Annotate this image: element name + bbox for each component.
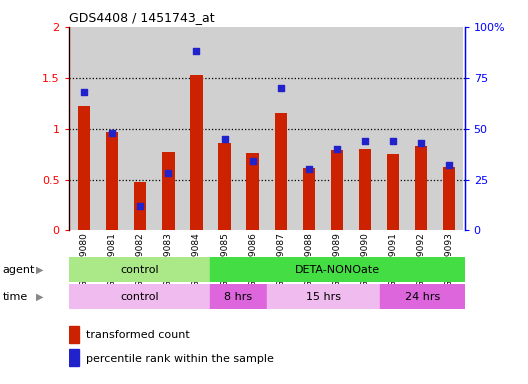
- Bar: [69, 326, 79, 343]
- Bar: [69, 349, 79, 366]
- Point: [192, 48, 201, 55]
- Point: [220, 136, 229, 142]
- Bar: [351, 27, 379, 230]
- Bar: [210, 284, 267, 309]
- Bar: [154, 27, 182, 230]
- Bar: [98, 27, 126, 230]
- Point: [277, 85, 285, 91]
- Bar: [134, 182, 146, 230]
- Point: [108, 130, 116, 136]
- Bar: [78, 106, 90, 230]
- Text: 8 hrs: 8 hrs: [224, 291, 252, 302]
- Bar: [267, 27, 295, 230]
- Bar: [247, 153, 259, 230]
- Bar: [407, 27, 435, 230]
- Point: [445, 162, 454, 168]
- Point: [164, 170, 173, 177]
- Bar: [443, 167, 455, 230]
- Bar: [239, 27, 267, 230]
- Bar: [70, 27, 98, 230]
- Bar: [219, 143, 231, 230]
- Text: ▶: ▶: [36, 265, 43, 275]
- Bar: [69, 257, 210, 282]
- Bar: [303, 168, 315, 230]
- Bar: [182, 27, 211, 230]
- Point: [248, 158, 257, 164]
- Point: [361, 138, 369, 144]
- Point: [305, 166, 313, 172]
- Bar: [126, 27, 154, 230]
- Text: percentile rank within the sample: percentile rank within the sample: [87, 354, 275, 364]
- Bar: [275, 113, 287, 230]
- Text: 24 hrs: 24 hrs: [404, 291, 440, 302]
- Point: [417, 140, 426, 146]
- Bar: [379, 27, 407, 230]
- Text: agent: agent: [3, 265, 35, 275]
- Bar: [106, 132, 118, 230]
- Text: 15 hrs: 15 hrs: [306, 291, 341, 302]
- Point: [333, 146, 341, 152]
- Point: [80, 89, 88, 95]
- Bar: [387, 154, 399, 230]
- Text: transformed count: transformed count: [87, 331, 190, 341]
- Bar: [359, 149, 371, 230]
- Text: time: time: [3, 291, 28, 302]
- Text: ▶: ▶: [36, 291, 43, 302]
- Text: DETA-NONOate: DETA-NONOate: [295, 265, 380, 275]
- Bar: [69, 284, 210, 309]
- Point: [136, 203, 145, 209]
- Bar: [435, 27, 463, 230]
- Point: [389, 138, 397, 144]
- Bar: [210, 257, 465, 282]
- Bar: [415, 146, 427, 230]
- Bar: [331, 150, 343, 230]
- Bar: [190, 75, 203, 230]
- Text: control: control: [120, 291, 159, 302]
- Bar: [323, 27, 351, 230]
- Text: control: control: [120, 265, 159, 275]
- Bar: [295, 27, 323, 230]
- Bar: [211, 27, 239, 230]
- Bar: [380, 284, 465, 309]
- Bar: [267, 284, 380, 309]
- Text: GDS4408 / 1451743_at: GDS4408 / 1451743_at: [69, 11, 214, 24]
- Bar: [162, 152, 175, 230]
